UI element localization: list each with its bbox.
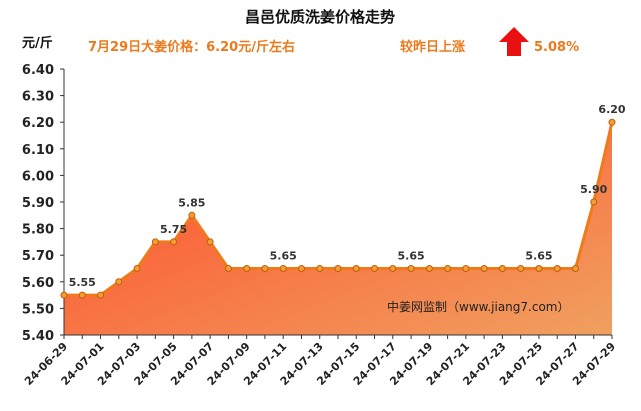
data-point	[462, 265, 470, 272]
data-point	[334, 265, 342, 272]
data-point	[553, 265, 561, 272]
data-label: 5.90	[580, 183, 607, 196]
y-tick-label: 5.80	[22, 223, 54, 238]
y-tick-label: 6.30	[22, 90, 54, 105]
data-point	[444, 265, 452, 272]
y-tick-label: 6.10	[22, 143, 54, 158]
data-point	[571, 265, 579, 272]
data-point	[133, 265, 141, 272]
data-point	[535, 265, 543, 272]
data-point	[297, 265, 305, 272]
data-point	[590, 198, 598, 206]
data-point	[224, 265, 232, 272]
data-point	[206, 238, 214, 246]
price-note: 7月29日大姜价格：6.20元/斤左右	[88, 39, 295, 55]
data-point	[517, 265, 525, 272]
data-label: 5.85	[178, 196, 205, 209]
data-point	[97, 291, 105, 299]
data-point	[498, 265, 506, 272]
up-arrow-icon	[499, 27, 529, 56]
plot-area: 6.40 6.30 6.20 6.10 6.00 5.90 5.80 5.70 5.60 5.50…	[22, 63, 626, 388]
data-point	[371, 265, 379, 272]
data-point	[261, 265, 269, 272]
data-point	[243, 265, 251, 272]
data-point	[279, 265, 287, 272]
data-point	[78, 291, 86, 299]
data-label: 6.20	[598, 103, 625, 116]
y-tick-label: 5.90	[22, 196, 54, 211]
y-tick-label: 6.00	[22, 169, 54, 184]
change-percent: 5.08%	[534, 40, 579, 55]
data-label: 5.55	[69, 276, 96, 289]
y-tick-label: 6.40	[22, 63, 54, 78]
data-point	[188, 211, 196, 219]
data-point	[480, 265, 488, 272]
data-label: 5.65	[270, 250, 297, 263]
chart-title: 昌邑优质洗姜价格走势	[245, 8, 395, 26]
data-point	[115, 278, 123, 286]
data-point	[608, 118, 616, 126]
y-tick-label: 6.20	[22, 116, 54, 131]
data-point	[352, 265, 360, 272]
y-tick-label: 5.60	[22, 276, 54, 291]
data-point	[316, 265, 324, 272]
data-point	[389, 265, 397, 272]
data-point	[170, 238, 178, 246]
data-label: 5.65	[525, 250, 552, 263]
data-point	[425, 265, 433, 272]
change-note: 较昨日上涨	[400, 39, 465, 55]
data-label: 5.65	[397, 250, 424, 263]
source-note: 中姜网监制（www.jiang7.com）	[387, 299, 569, 314]
y-tick-label: 5.40	[22, 329, 54, 344]
y-tick-label: 5.50	[22, 302, 54, 317]
y-axis-unit: 元/斤	[22, 35, 53, 51]
data-label: 5.75	[160, 223, 187, 236]
data-point	[151, 238, 159, 246]
data-point	[60, 291, 68, 299]
y-tick-label: 5.70	[22, 249, 54, 264]
area-fill	[64, 122, 612, 335]
data-point	[407, 265, 415, 272]
